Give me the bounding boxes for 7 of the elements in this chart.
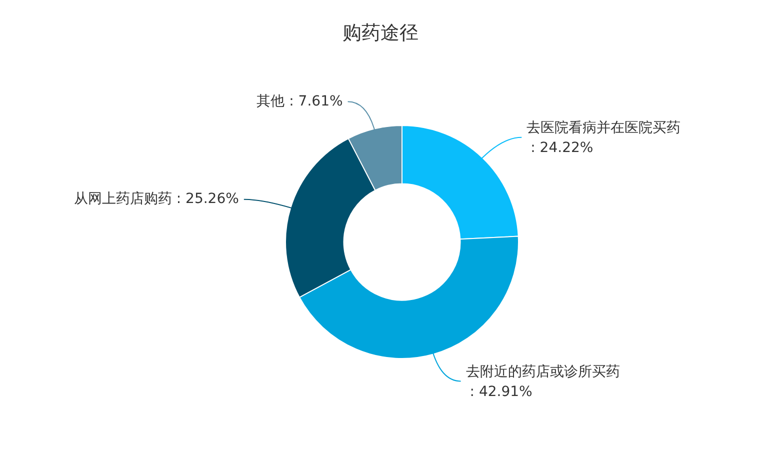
slice-label: 去医院看病并在医院买药 xyxy=(526,120,681,136)
slice-label: 去附近的药店或诊所买药 xyxy=(466,364,620,380)
chart-title: 购药途径 xyxy=(342,21,420,46)
data-label: : 24.22% xyxy=(530,140,594,156)
slice-label: 其他 : 7.61% xyxy=(256,93,343,110)
slice-label: 从网上药店购药 : 25.26% xyxy=(74,191,239,208)
data-label: : 42.91% xyxy=(470,384,532,400)
